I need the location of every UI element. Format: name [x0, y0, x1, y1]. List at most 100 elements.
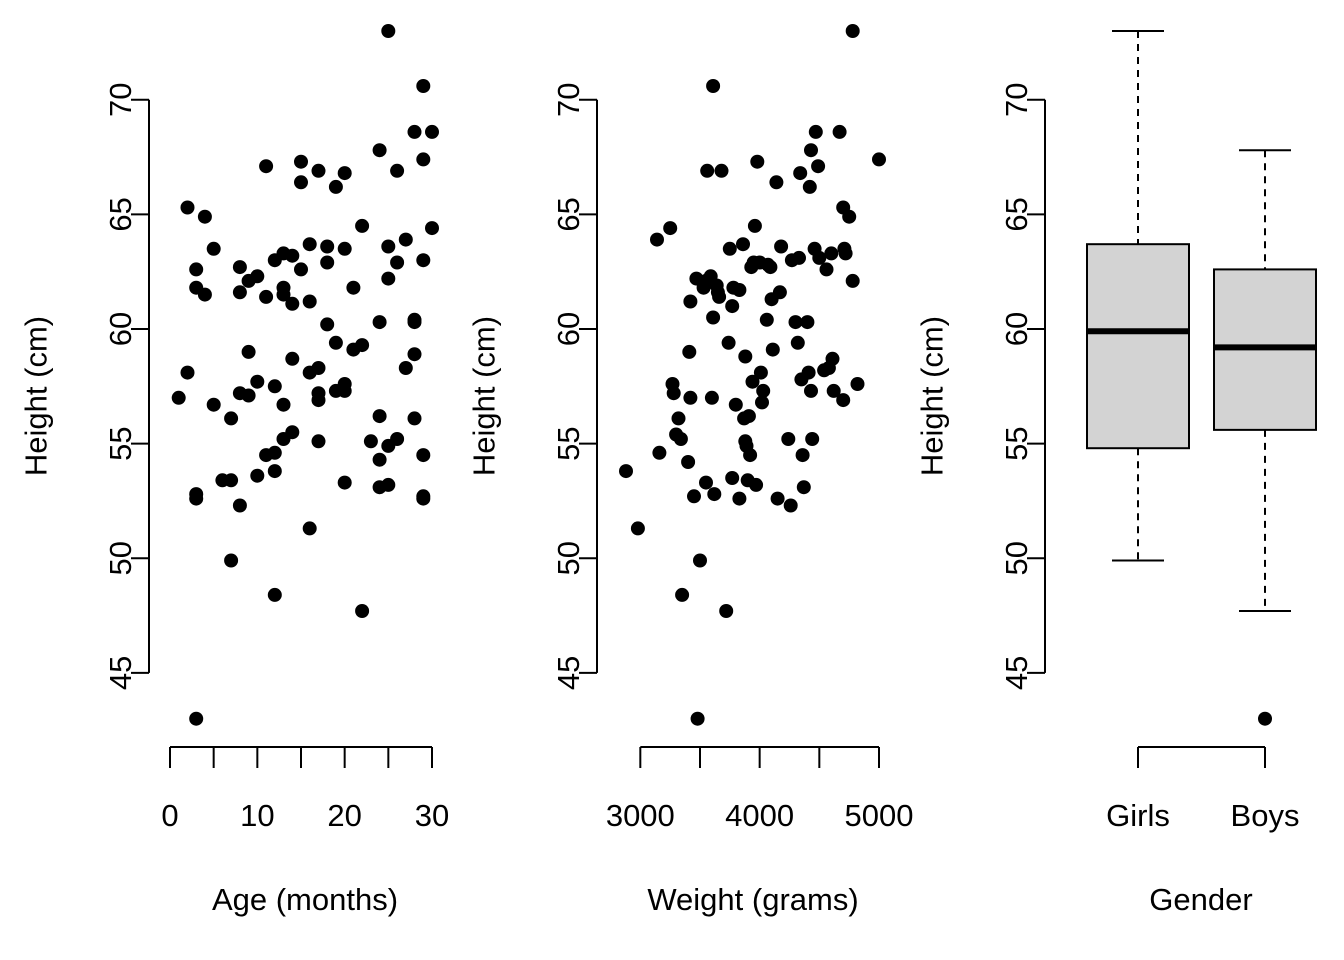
scatter-point [407, 411, 422, 426]
scatter-point [747, 218, 762, 233]
y-tick-label: 55 [103, 426, 138, 460]
scatter-point [811, 159, 826, 174]
scatter-point [804, 143, 818, 158]
scatter-point [693, 553, 707, 568]
scatter-point [706, 310, 721, 325]
scatter-point [804, 383, 818, 398]
scatter-point [673, 432, 688, 446]
x-tick-label: 30 [415, 798, 449, 833]
y-tick-label: 50 [999, 541, 1034, 575]
scatter-point [189, 711, 204, 726]
scatter-point [224, 553, 239, 568]
scatter-point [756, 383, 771, 398]
scatter-point [372, 409, 387, 424]
scatter-point [683, 294, 698, 309]
scatter-point [719, 604, 734, 618]
scatter-point [250, 374, 265, 389]
scatter-point [285, 248, 300, 263]
scatter-point [682, 344, 697, 359]
y-tick-label: 50 [551, 541, 586, 575]
scatter-point [294, 154, 308, 169]
y-tick-label: 60 [999, 312, 1034, 346]
scatter-point [826, 383, 841, 398]
outlier-point [1258, 711, 1272, 726]
scatter-point [836, 393, 851, 408]
scatter-point [425, 221, 439, 236]
x-axis-title: Gender [1149, 882, 1252, 917]
scatter-point [224, 473, 239, 488]
scatter-point [805, 432, 820, 446]
scatter-point [259, 289, 274, 304]
scatter-point [398, 361, 413, 375]
scatter-point [741, 409, 756, 424]
age-height-scatter-panel: 45 50 55 60 65 70 Height (cm) 0 10 20 30 Age (month… [19, 24, 449, 917]
scatter-point [663, 221, 678, 236]
scatter-point [759, 312, 774, 327]
scatter-point [224, 411, 239, 426]
gender-height-boxplot-panel: 45 50 55 60 65 70 Height (cm) Girls Boys Gender [915, 30, 1317, 917]
scatter-point [407, 347, 422, 362]
scatter-point [302, 294, 317, 309]
weight-height-scatter-panel: 45 50 55 60 65 70 Height (cm) 3000 4000 5000 Weigh… [467, 24, 913, 917]
scatter-point [197, 287, 212, 302]
scatter-point [790, 335, 805, 350]
scatter-point [812, 250, 827, 265]
scatter-point [390, 432, 405, 446]
scatter-point [180, 365, 195, 380]
scatter-point [690, 711, 705, 726]
scatter-point [171, 390, 186, 405]
x-tick-label: 10 [240, 798, 274, 833]
scatter-point [311, 163, 326, 178]
y-tick-label: 55 [999, 426, 1034, 460]
scatter-point [745, 374, 760, 389]
scatter-point [770, 491, 785, 506]
scatter-point [302, 521, 317, 536]
scatter-point [725, 299, 740, 314]
scatter-point [796, 480, 811, 495]
scatter-point [824, 246, 839, 261]
scatter-point [736, 237, 750, 252]
scatter-point [738, 349, 753, 364]
scatter-point [795, 448, 810, 463]
scatter-point [763, 260, 778, 275]
x-axis-title: Weight (grams) [647, 882, 858, 917]
scatter-point [285, 351, 300, 366]
scatter-point [267, 445, 282, 460]
scatter-point [241, 388, 256, 403]
scatter-point [666, 386, 681, 401]
scatter-point [206, 397, 221, 412]
scatter-point [725, 471, 740, 485]
scatter-point [285, 296, 300, 311]
scatter-point [337, 475, 352, 490]
scatter-point [671, 411, 686, 426]
scatter-point [650, 232, 664, 247]
scatter-point [681, 455, 696, 469]
scatter-point [232, 285, 247, 300]
scatter-point [819, 262, 834, 277]
scatter-point [675, 587, 690, 602]
x-tick-label: 4000 [725, 798, 794, 833]
scatter-point [845, 24, 860, 38]
scatter-point [180, 200, 195, 215]
scatter-point [802, 179, 817, 194]
scatter-point [320, 239, 335, 254]
scatter-point [788, 315, 803, 330]
scatter-point [337, 241, 352, 256]
scatter-point [189, 491, 204, 506]
x-category-label: Girls [1106, 798, 1170, 833]
x-axis-title: Age (months) [212, 882, 398, 917]
scatter-point [749, 477, 764, 492]
y-tick-label: 70 [103, 83, 138, 117]
scatter-point [630, 521, 645, 536]
scatter-point [832, 124, 847, 139]
scatter-point [232, 498, 247, 513]
boxplot-boys [1213, 149, 1317, 726]
scatter-point [390, 163, 405, 178]
y-tick-label: 50 [103, 541, 138, 575]
scatter-point [276, 287, 291, 302]
scatter-point [416, 491, 431, 506]
interquartile-box [1086, 243, 1190, 450]
scatter-point [328, 179, 343, 194]
scatter-point [704, 390, 719, 405]
y-tick-label: 60 [103, 312, 138, 346]
